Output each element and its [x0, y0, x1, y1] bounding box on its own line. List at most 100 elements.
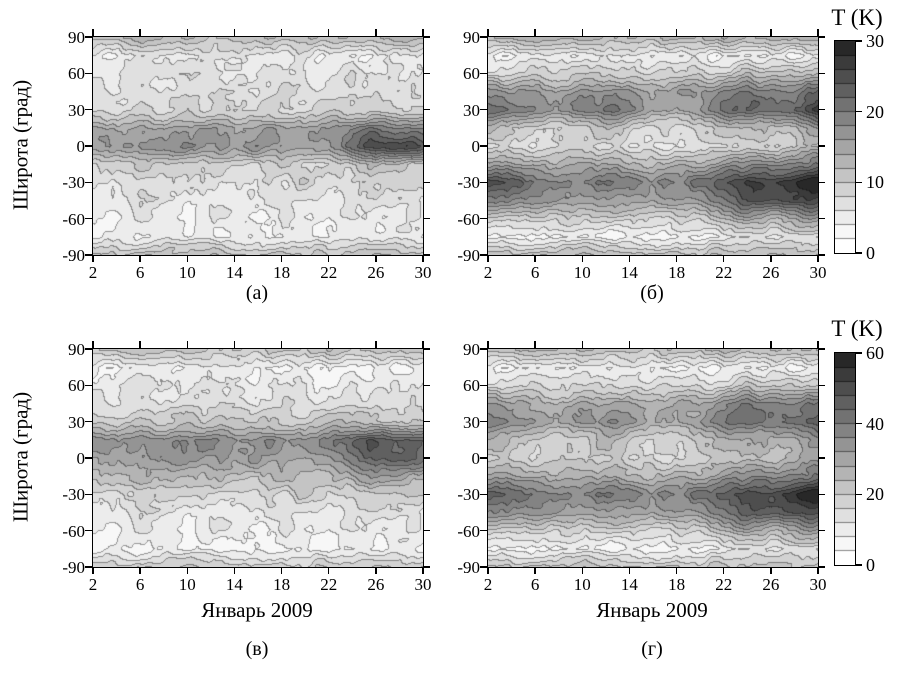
colorbar-tick-mark [856, 352, 862, 354]
y-axis-title-top: Широта (град) [8, 79, 33, 211]
contour-plot-a [93, 37, 423, 255]
y-tick-label: 60 [463, 376, 480, 396]
x-tick-mark-top [817, 28, 819, 36]
y-tick-mark-right [818, 420, 825, 423]
x-tick-mark-top [280, 340, 283, 348]
x-tick-mark-top [186, 340, 189, 348]
x-tick-label: 10 [178, 575, 196, 594]
y-tick-label: -60 [62, 521, 85, 541]
x-tick-mark [817, 567, 819, 574]
x-tick-mark [487, 255, 489, 262]
y-tick-mark-right [818, 457, 825, 459]
x-tick-mark [186, 567, 189, 574]
colorbar-title-bottom: T (K) [831, 316, 883, 341]
y-tick-mark-right [423, 566, 430, 568]
y-tick-label: -30 [62, 485, 85, 505]
y-tick-label: -90 [62, 246, 85, 265]
x-tick-mark [675, 255, 678, 262]
x-tick-mark [139, 567, 141, 574]
x-tick-label: 14 [620, 575, 638, 594]
x-tick-mark-top [534, 28, 536, 36]
y-tick-mark [479, 36, 487, 38]
colorbar-tick-mark [856, 564, 862, 566]
x-tick-mark-top [375, 28, 377, 36]
x-tick-label: 2 [88, 263, 98, 282]
x-tick-mark [233, 567, 236, 574]
y-tick-label: 0 [76, 137, 86, 156]
colorbar-tick-mark [856, 422, 862, 425]
x-tick-mark-top [581, 340, 584, 348]
y-tick-label: 30 [68, 100, 85, 120]
x-tick-label: 14 [620, 263, 638, 282]
x-tick-mark [581, 567, 584, 574]
y-tick-mark-right [423, 457, 430, 459]
y-tick-mark [84, 529, 92, 532]
x-tick-mark [770, 567, 772, 574]
colorbar-tick-mark [856, 181, 862, 184]
x-tick-mark [327, 567, 330, 574]
x-tick-label: 18 [668, 263, 686, 282]
y-tick-mark-right [423, 108, 430, 111]
x-tick-label: 22 [715, 263, 733, 282]
x-tick-label: 2 [483, 575, 493, 594]
y-tick-mark [84, 254, 92, 256]
x-tick-label: 30 [414, 263, 432, 282]
x-tick-mark [534, 567, 536, 574]
x-tick-mark-top [675, 340, 678, 348]
y-tick-mark-right [818, 181, 825, 184]
y-tick-mark-right [423, 181, 430, 184]
y-tick-mark-right [423, 217, 430, 220]
x-tick-label: 6 [135, 263, 145, 282]
x-tick-mark-top [327, 28, 330, 36]
panel-label-v: (в) [245, 638, 269, 660]
x-tick-label: 18 [273, 263, 291, 282]
x-tick-mark [422, 567, 424, 574]
y-tick-mark-right [423, 493, 430, 496]
y-tick-label: 60 [68, 376, 85, 396]
x-tick-mark [186, 255, 189, 262]
y-tick-mark-right [818, 217, 825, 220]
x-tick-mark-top [770, 28, 772, 36]
x-tick-label: 2 [483, 263, 493, 282]
x-tick-label: 10 [178, 263, 196, 282]
x-tick-label: 14 [225, 575, 243, 594]
colorbar-tick-mark [856, 40, 862, 42]
x-tick-label: 30 [809, 263, 827, 282]
x-tick-mark [817, 255, 819, 262]
x-tick-mark [280, 255, 283, 262]
y-tick-label: 30 [463, 100, 480, 120]
x-tick-label: 10 [573, 575, 591, 594]
y-tick-mark [479, 72, 487, 75]
x-tick-mark [375, 255, 377, 262]
x-axis-title-left: Январь 2009 [201, 598, 313, 622]
x-tick-mark [722, 567, 725, 574]
y-tick-mark [84, 217, 92, 220]
panel-v: 2 6 10 14 18 22 26 30 90 60 30 0 -30 -60 -90 [62, 340, 432, 593]
panel-label-g: (г) [641, 638, 663, 660]
x-tick-mark-top [722, 340, 725, 348]
y-tick-mark-right [423, 72, 430, 75]
colorbar-bottom: 0 20 40 60 [834, 344, 884, 574]
y-tick-mark-right [818, 384, 825, 387]
y-tick-mark-right [423, 529, 430, 532]
y-tick-label: 90 [463, 28, 480, 47]
y-tick-label: -60 [62, 209, 85, 229]
y-tick-mark [479, 420, 487, 423]
y-tick-mark [479, 457, 487, 459]
x-tick-label: 14 [225, 263, 243, 282]
x-tick-label: 10 [573, 263, 591, 282]
x-tick-mark-top [139, 340, 141, 348]
x-tick-mark-top [722, 28, 725, 36]
x-tick-mark [92, 255, 94, 262]
x-tick-label: 22 [320, 575, 338, 594]
panel-label-b: (б) [640, 282, 664, 304]
y-tick-mark [479, 217, 487, 220]
y-axis-title-bottom: Широта (град) [8, 391, 33, 523]
x-tick-mark [534, 255, 536, 262]
y-tick-label: 60 [463, 64, 480, 84]
y-tick-mark [84, 145, 92, 147]
y-tick-mark-right [818, 145, 825, 147]
y-tick-label: 90 [68, 28, 85, 47]
contour-plot-v [93, 349, 423, 567]
y-tick-label: 0 [471, 137, 481, 156]
